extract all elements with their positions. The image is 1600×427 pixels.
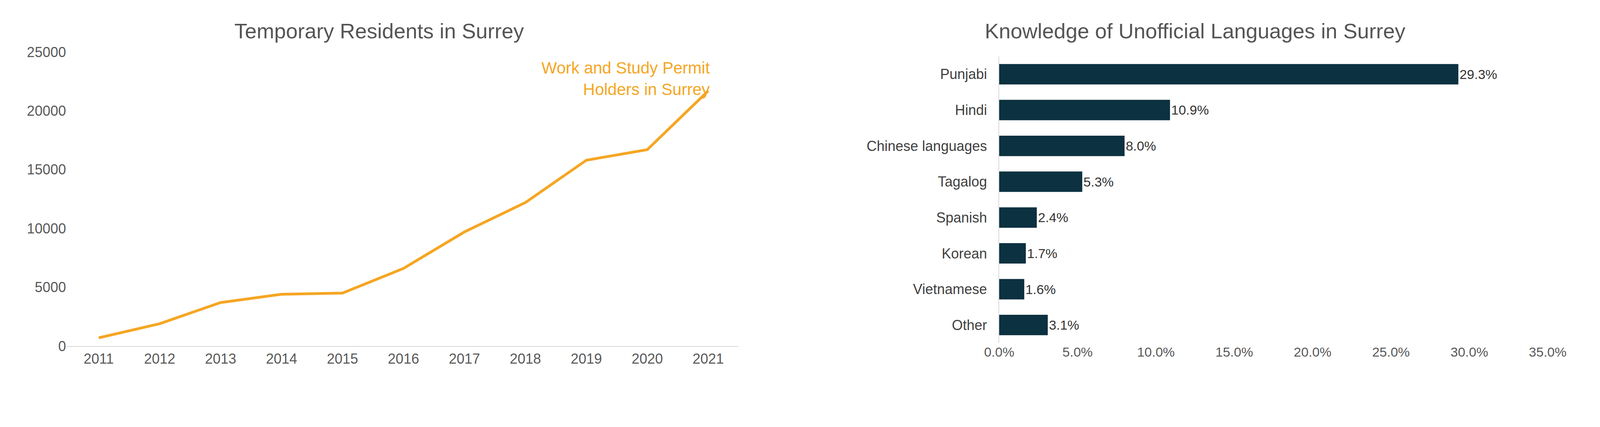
svg-text:1.7%: 1.7% xyxy=(1026,245,1058,261)
svg-text:35.0%: 35.0% xyxy=(1528,344,1567,359)
svg-text:2011: 2011 xyxy=(83,350,114,367)
svg-text:8.0%: 8.0% xyxy=(1125,138,1157,154)
svg-text:2.4%: 2.4% xyxy=(1037,209,1069,225)
svg-text:Punjabi: Punjabi xyxy=(940,66,988,83)
svg-text:0.0%: 0.0% xyxy=(983,344,1015,359)
svg-text:2013: 2013 xyxy=(205,350,237,367)
svg-text:Work and Study PermitHolders i: Work and Study PermitHolders in Surrey xyxy=(541,58,710,99)
svg-text:2014: 2014 xyxy=(266,350,298,367)
svg-text:1.6%: 1.6% xyxy=(1025,281,1056,297)
svg-text:2021: 2021 xyxy=(692,350,724,367)
svg-text:20.0%: 20.0% xyxy=(1293,344,1332,359)
svg-text:29.3%: 29.3% xyxy=(1459,66,1497,82)
svg-text:2018: 2018 xyxy=(509,350,542,367)
svg-text:2019: 2019 xyxy=(570,350,602,367)
svg-text:3.1%: 3.1% xyxy=(1048,317,1080,333)
svg-text:20000: 20000 xyxy=(26,102,67,119)
svg-text:Korean: Korean xyxy=(941,245,988,262)
svg-text:Spanish: Spanish xyxy=(936,209,988,226)
svg-text:Vietnamese: Vietnamese xyxy=(912,280,987,297)
svg-text:2016: 2016 xyxy=(387,350,420,367)
svg-text:25000: 25000 xyxy=(26,44,67,61)
svg-text:15.0%: 15.0% xyxy=(1215,344,1254,359)
svg-text:10.9%: 10.9% xyxy=(1171,102,1209,118)
svg-text:5.0%: 5.0% xyxy=(1062,344,1093,359)
svg-text:2020: 2020 xyxy=(631,350,663,367)
svg-text:15000: 15000 xyxy=(26,161,67,178)
svg-text:Other: Other xyxy=(951,316,988,333)
svg-text:0: 0 xyxy=(58,337,67,354)
svg-text:2015: 2015 xyxy=(326,350,359,367)
svg-text:10.0%: 10.0% xyxy=(1137,344,1175,359)
svg-text:2012: 2012 xyxy=(144,350,176,367)
svg-text:10000: 10000 xyxy=(26,220,67,237)
svg-text:5.3%: 5.3% xyxy=(1083,174,1115,190)
svg-text:5000: 5000 xyxy=(34,278,67,295)
svg-text:Tagalog: Tagalog xyxy=(937,173,988,190)
svg-text:Hindi: Hindi xyxy=(955,101,988,118)
svg-text:30.0%: 30.0% xyxy=(1450,344,1488,359)
svg-text:25.0%: 25.0% xyxy=(1372,344,1410,359)
svg-text:Knowledge of Unofficial Langua: Knowledge of Unofficial Languages in Sur… xyxy=(984,19,1406,43)
svg-text:Temporary Residents in Surrey: Temporary Residents in Surrey xyxy=(234,19,524,43)
svg-text:Chinese languages: Chinese languages xyxy=(866,137,988,154)
svg-text:2017: 2017 xyxy=(448,350,481,367)
